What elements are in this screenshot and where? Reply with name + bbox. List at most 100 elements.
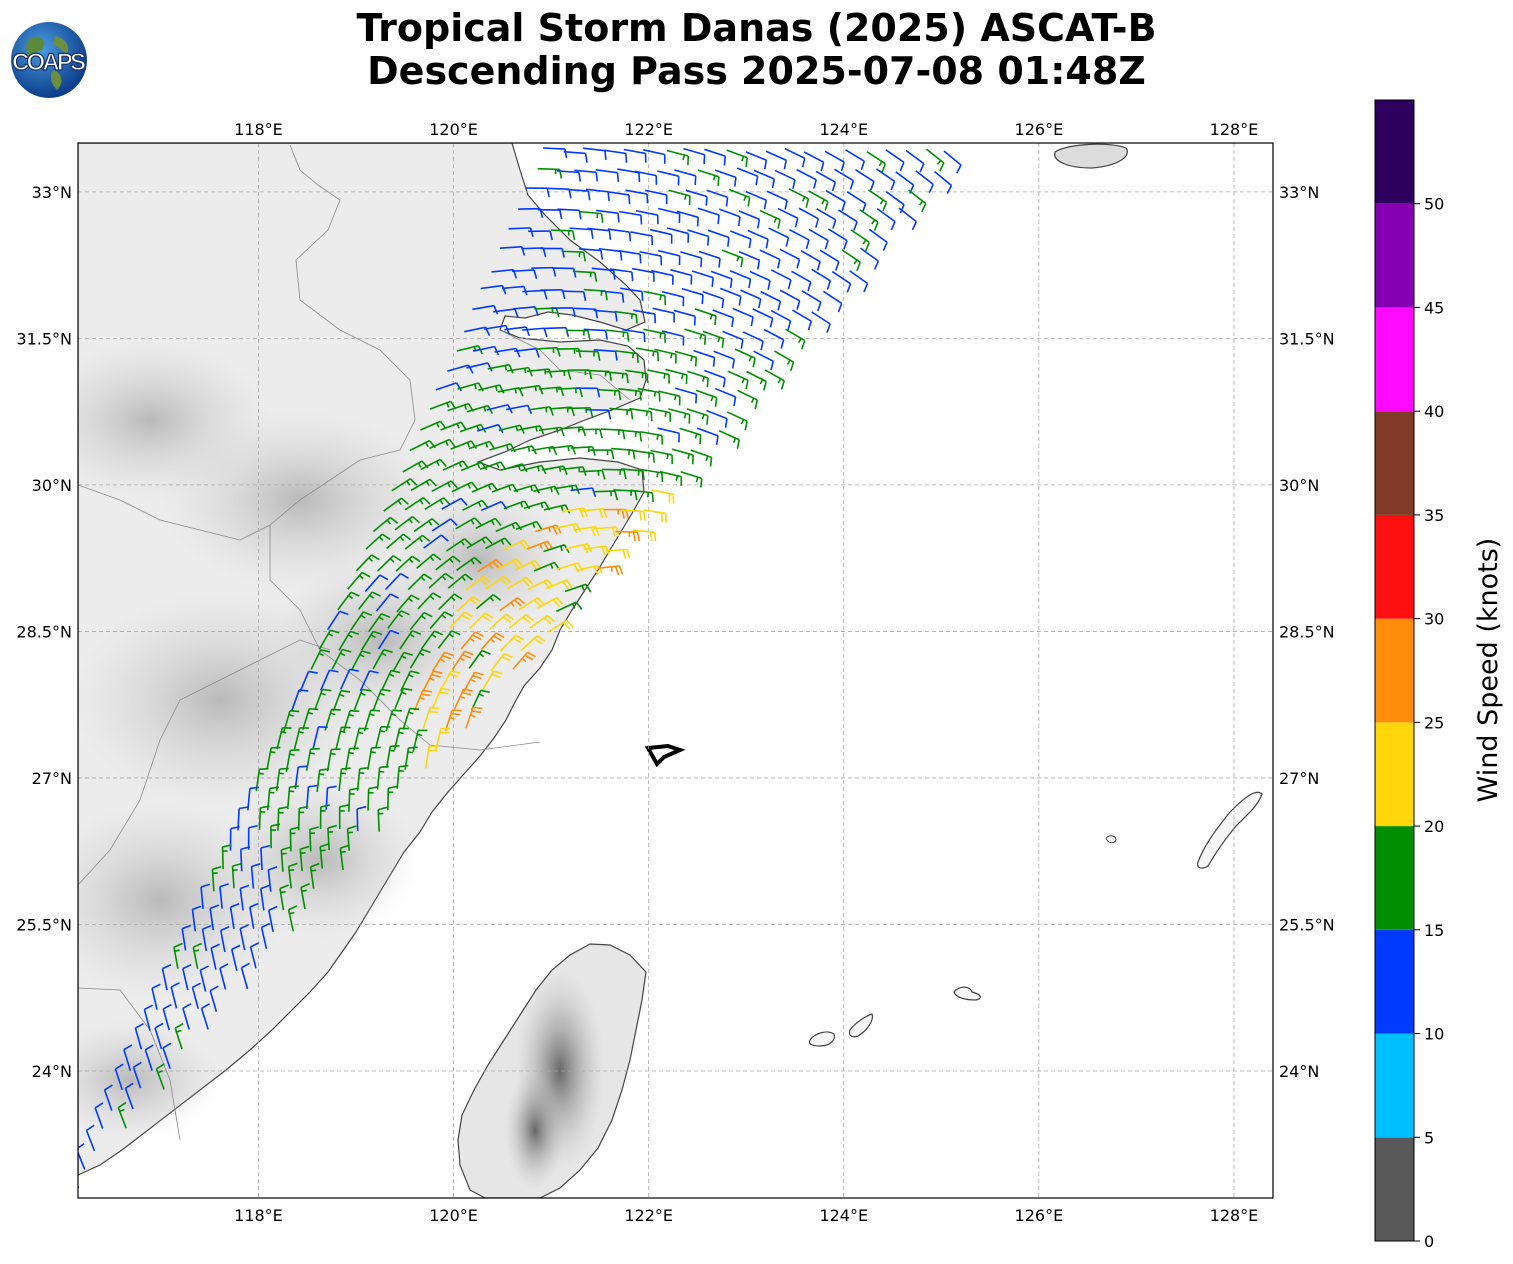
wind-barb [375, 593, 399, 612]
wind-barb [816, 208, 837, 229]
wind-barb [640, 430, 664, 445]
wind-barb [181, 924, 192, 951]
wind-barb [647, 369, 670, 384]
wind-barb [544, 326, 570, 337]
wind-barb [764, 369, 785, 390]
wind-barb [586, 408, 612, 420]
wind-barb [933, 170, 953, 195]
wind-barb [239, 924, 249, 951]
logo-text: COAPS [12, 49, 86, 76]
wind-barb [745, 151, 768, 170]
lon-tick-label-bottom: 118°E [234, 1206, 283, 1225]
wind-barb [465, 706, 483, 729]
wind-barb [384, 572, 409, 591]
wind-barb [604, 371, 629, 384]
wind-barb [822, 290, 843, 313]
wind-barb [726, 411, 748, 431]
plot-title-line-2: Descending Pass 2025-07-08 01:48Z [367, 49, 1146, 93]
wind-barb [702, 330, 725, 348]
wind-barb [338, 767, 351, 792]
wind-barb [451, 650, 474, 670]
wind-barb [449, 611, 473, 629]
lat-tick-label-left: 24°N [32, 1062, 72, 1081]
wind-barb [537, 596, 564, 609]
wind-barb [598, 247, 623, 261]
wind-barb [258, 805, 270, 830]
lat-tick-label-left: 27°N [32, 769, 72, 788]
wind-barb [344, 747, 359, 771]
colorbar-bin [1375, 1137, 1414, 1241]
wind-barb [591, 267, 616, 280]
wind-barb [500, 634, 525, 652]
wind-barb [521, 247, 547, 258]
wind-barb [729, 270, 752, 289]
colorbar-bin [1375, 1033, 1414, 1138]
colorbar-tick-label: 35 [1424, 506, 1444, 525]
wind-barb [468, 649, 491, 669]
wind-barb [745, 190, 767, 210]
wind-barb [155, 1063, 165, 1090]
wind-barb [563, 150, 588, 163]
lon-tick-label-bottom: 120°E [429, 1206, 478, 1225]
wind-barb [752, 308, 774, 328]
wind-barb [528, 230, 553, 241]
wind-barb [279, 884, 289, 911]
wind-barb [466, 536, 493, 549]
wind-barb [631, 449, 655, 463]
wind-barb [710, 270, 733, 289]
wind-barb [387, 785, 398, 811]
lat-tick-label-right: 25.5°N [1279, 915, 1335, 934]
wind-barb [760, 290, 782, 311]
wind-barb [850, 229, 870, 252]
wind-barb [305, 747, 320, 771]
wind-barb [456, 556, 482, 571]
wind-barb [435, 382, 463, 392]
wind-barb [132, 1061, 142, 1089]
islet-4 [1105, 835, 1117, 844]
wind-barb [784, 147, 806, 168]
wind-barb [774, 350, 795, 372]
wind-barb [609, 268, 634, 282]
wind-barb [478, 384, 505, 394]
wind-barb [511, 269, 538, 279]
wind-barb [485, 537, 512, 550]
wind-barb [249, 942, 260, 969]
wind-barb [788, 188, 810, 208]
wind-barb [675, 387, 698, 404]
wind-barb [575, 350, 601, 361]
colorbar-tick-label: 45 [1424, 298, 1444, 317]
wind-barb [770, 309, 792, 331]
wind-barb [583, 147, 607, 160]
wind-barb [480, 632, 505, 650]
wind-barb [791, 309, 813, 331]
wind-barb [240, 962, 250, 990]
wind-barbs [78, 147, 962, 1189]
wind-barb [529, 614, 555, 629]
wind-barb [803, 151, 825, 172]
wind-barb [651, 489, 675, 504]
wind-barb [765, 150, 788, 170]
wind-barb [555, 601, 583, 613]
wind-barb [487, 363, 514, 374]
wind-barb [260, 844, 271, 871]
wind-barb [332, 689, 351, 712]
wind-barb [247, 824, 258, 850]
wind-barb [657, 207, 681, 223]
colorbar-bin [1375, 100, 1414, 204]
wind-barb [706, 189, 729, 207]
wind-barb [589, 449, 615, 460]
colorbar-bin [1375, 929, 1414, 1034]
wind-barb [600, 290, 625, 303]
map-frame [77, 142, 1274, 1199]
wind-barb [117, 1101, 127, 1129]
wind-barb [597, 564, 624, 576]
wind-barb [907, 189, 927, 213]
wind-barb [431, 480, 458, 493]
wind-barb [451, 481, 478, 493]
wind-barb [546, 369, 572, 380]
wind-barb [445, 538, 472, 552]
wind-barb [396, 764, 409, 789]
wind-barb [144, 1044, 154, 1071]
wind-barb [639, 250, 663, 266]
wind-barb [607, 190, 631, 205]
